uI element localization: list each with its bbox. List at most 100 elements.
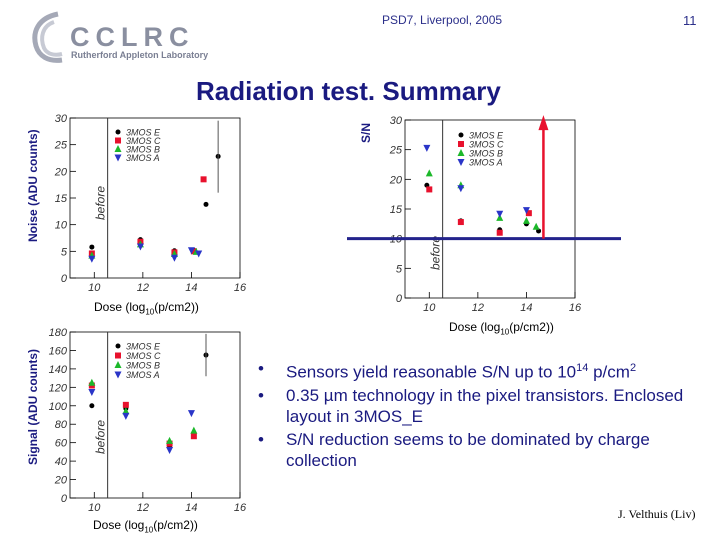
x-tick-label: 14 [520, 302, 532, 314]
data-point [457, 185, 465, 193]
legend-marker [114, 145, 122, 152]
before-annotation: before [429, 236, 443, 270]
data-point [522, 207, 530, 215]
data-point [425, 169, 433, 177]
x-tick-label: 14 [185, 282, 197, 294]
legend-label: 3MOS B [469, 149, 503, 159]
data-point [122, 401, 129, 408]
y-tick-label: 5 [396, 263, 403, 275]
before-annotation: before [94, 186, 108, 220]
data-point [122, 407, 130, 415]
y-tick-label: 10 [55, 220, 68, 232]
data-point [89, 403, 95, 409]
legend-label: 3MOS C [126, 351, 161, 361]
bullet-item: • S/N reduction seems to be dominated by … [258, 429, 650, 470]
conference-label: PSD7, Liverpool, 2005 [382, 13, 503, 27]
data-point [532, 222, 540, 230]
slide-number: 11 [683, 13, 697, 28]
y-tick-label: 120 [49, 382, 68, 394]
signal-chart: 0 20 40 60 80 100 120 140 160 180 10 12 14 16 before 3M… [49, 327, 247, 514]
plot-frame [69, 331, 241, 499]
legend-marker [114, 154, 122, 162]
legend-label: 3MOS A [126, 153, 160, 163]
y-tick-label: 20 [54, 475, 68, 487]
y-tick-label: 30 [390, 115, 403, 127]
legend-label: 3MOS C [469, 140, 504, 150]
legend-label: 3MOS E [126, 128, 161, 138]
y-tick-label: 20 [54, 166, 68, 178]
data-point [457, 219, 464, 226]
y-tick-label: 100 [49, 401, 68, 413]
data-point [122, 412, 130, 420]
legend-marker [458, 132, 464, 138]
legend-marker [114, 371, 122, 379]
data-point [136, 243, 144, 251]
x-tick-label: 16 [569, 302, 582, 314]
slide-title: Radiation test. Summary [196, 76, 501, 106]
x-tick-label: 14 [185, 502, 197, 514]
legend-marker [457, 159, 465, 166]
legend-label: 3MOS A [469, 158, 503, 168]
data-point [89, 244, 95, 250]
legend-marker [115, 343, 121, 349]
y-tick-label: 180 [49, 327, 68, 339]
legend-label: 3MOS B [126, 145, 160, 155]
data-point [496, 229, 503, 236]
noise-x-axis-label: Dose (log10(p/cm2)) [94, 300, 199, 317]
data-point [166, 436, 174, 444]
data-point [88, 378, 96, 386]
data-point [203, 201, 209, 207]
y-tick-label: 80 [55, 419, 68, 431]
y-tick-label: 40 [55, 456, 68, 468]
x-tick-label: 12 [137, 502, 149, 514]
data-point [426, 186, 433, 193]
legend-label: 3MOS E [469, 131, 504, 141]
y-tick-label: 140 [49, 364, 68, 376]
legend-label: 3MOS C [126, 136, 161, 146]
y-tick-label: 0 [396, 293, 403, 305]
data-point [88, 255, 96, 263]
y-tick-label: 30 [55, 113, 68, 125]
plot-frame [69, 117, 241, 279]
x-tick-label: 10 [88, 502, 101, 514]
x-tick-label: 16 [234, 502, 247, 514]
data-point [190, 426, 198, 434]
y-tick-label: 0 [61, 493, 68, 505]
data-point [496, 210, 504, 218]
data-point [187, 247, 195, 255]
y-tick-label: 25 [389, 145, 403, 157]
data-point [200, 176, 207, 183]
legend-label: 3MOS E [126, 342, 161, 352]
y-tick-label: 20 [389, 174, 403, 186]
y-tick-label: 60 [55, 438, 68, 450]
y-tick-label: 15 [55, 193, 68, 205]
sn-y-axis-label: S/N [359, 122, 373, 143]
before-annotation: before [94, 420, 108, 454]
data-point [525, 210, 532, 217]
data-point [190, 248, 197, 255]
noise-y-axis-label: Noise (ADU counts) [26, 129, 40, 242]
signal-x-axis-label: Dose (log10(p/cm2)) [93, 518, 198, 535]
logo-text: CCLRC [70, 22, 195, 52]
summary-bullets: • Sensors yield reasonable S/N up to 1014… [258, 358, 698, 473]
legend-marker [115, 137, 121, 144]
x-tick-label: 12 [137, 282, 149, 294]
data-point [88, 388, 96, 396]
sn-arrow-head-icon [538, 115, 549, 131]
data-point [166, 447, 174, 455]
y-tick-label: 15 [390, 204, 403, 216]
y-tick-label: 0 [61, 273, 68, 285]
legend-marker [457, 149, 465, 156]
y-tick-label: 25 [54, 140, 68, 152]
logo-swirl-icon [32, 11, 63, 63]
x-tick-label: 10 [88, 282, 101, 294]
legend-marker [114, 361, 122, 368]
data-point [423, 144, 431, 152]
y-tick-label: 5 [61, 246, 68, 258]
data-point [187, 410, 195, 418]
data-point [190, 433, 197, 440]
data-point [195, 250, 203, 258]
sn-x-axis-label: Dose (log10(p/cm2)) [449, 320, 554, 337]
legend-label: 3MOS A [126, 370, 160, 380]
